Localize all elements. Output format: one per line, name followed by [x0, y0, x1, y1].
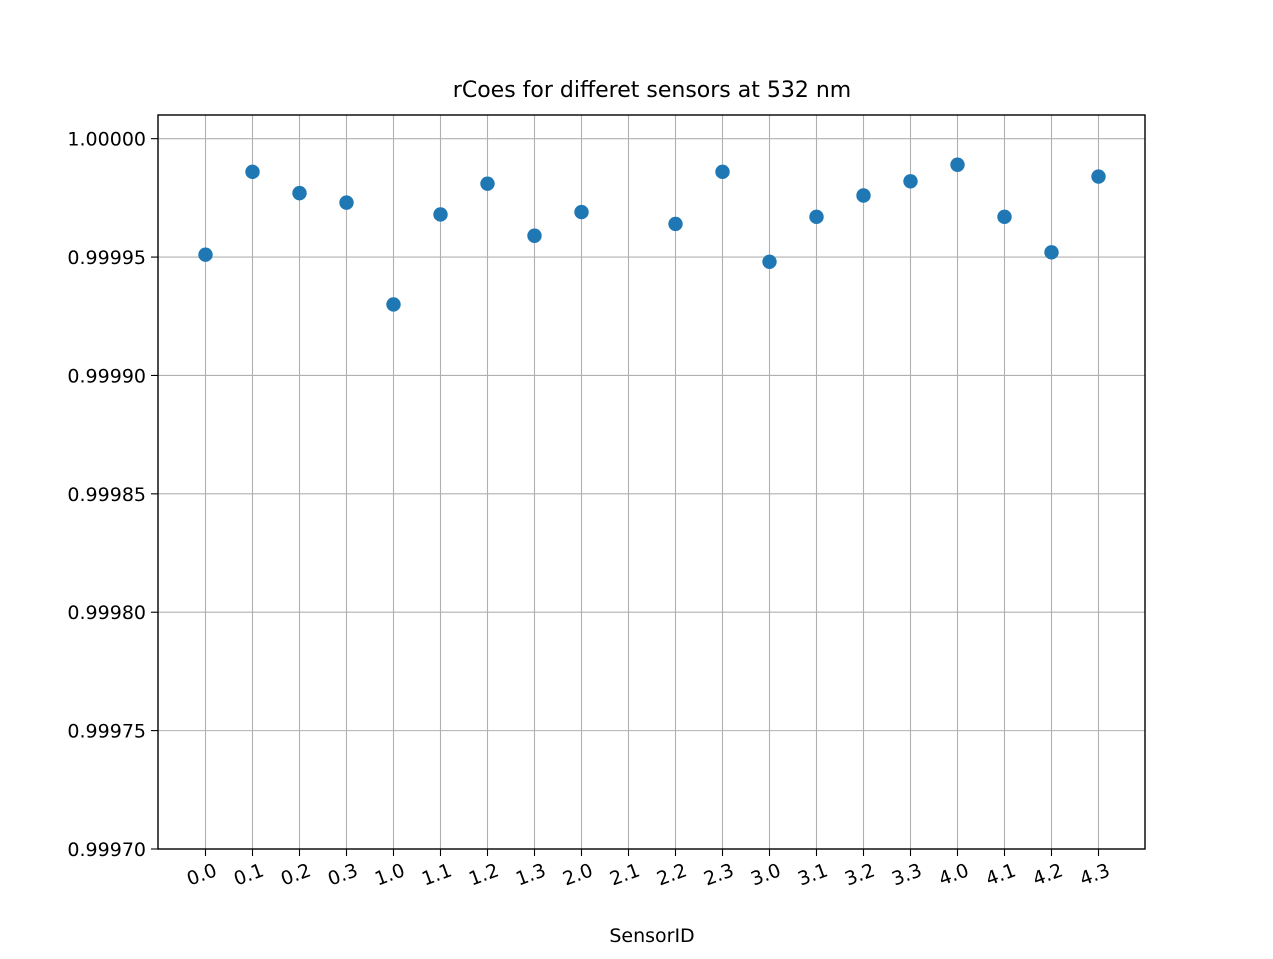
- x-tick-label: 1.2: [466, 859, 502, 890]
- data-point: [997, 209, 1012, 225]
- data-point: [339, 195, 354, 210]
- x-tick-label: 4.3: [1077, 859, 1113, 890]
- data-point: [292, 185, 307, 201]
- x-tick-label: 3.2: [842, 859, 878, 890]
- x-tick-label: 3.3: [889, 859, 925, 890]
- data-point: [527, 228, 542, 243]
- plot-area-frame: [157, 114, 1146, 850]
- data-point: [1091, 169, 1106, 184]
- y-tick-label: 0.99995: [67, 247, 146, 269]
- data-point: [950, 157, 965, 172]
- x-tick-label: 2.2: [654, 859, 690, 890]
- y-tick-label: 1.00000: [67, 129, 146, 151]
- y-axis-ticks: 0.99970 0.99975 0.99980 0.99985 0.99990 0.999…: [67, 129, 158, 861]
- x-axis-label: SensorID: [609, 925, 694, 947]
- data-point: [715, 164, 730, 180]
- x-tick-label: 1.3: [513, 859, 549, 890]
- x-tick-label: 4.1: [983, 859, 1019, 890]
- data-point: [386, 297, 401, 312]
- x-tick-label: 0.3: [325, 859, 361, 890]
- data-point: [480, 176, 495, 191]
- x-tick-label: 0.2: [278, 859, 314, 890]
- data-point: [198, 247, 213, 262]
- chart-title: rCoes for differet sensors at 532 nm: [453, 78, 851, 103]
- y-tick-label: 0.99985: [67, 484, 146, 506]
- grid-layer: [158, 115, 1145, 850]
- data-point: [574, 204, 589, 220]
- x-tick-label: 2.1: [607, 859, 643, 890]
- x-tick-label: 1.1: [419, 859, 455, 890]
- x-tick-label: 2.3: [701, 859, 737, 890]
- x-tick-label: 0.0: [184, 859, 220, 890]
- data-point: [903, 174, 918, 189]
- x-axis-ticks: 0.0 0.1 0.2 0.3 1.0 1.1 1.2 1.3 2.0 2.1 2.2 2.3 3.0 3…: [184, 849, 1113, 890]
- data-point: [668, 216, 683, 232]
- data-point: [856, 188, 871, 203]
- x-tick-label: 2.0: [560, 859, 596, 890]
- x-tick-label: 3.1: [795, 859, 831, 890]
- x-tick-label: 0.1: [231, 859, 267, 890]
- data-point: [1044, 245, 1059, 260]
- y-tick-label: 0.99970: [67, 839, 146, 861]
- data-point: [762, 254, 777, 269]
- y-tick-label: 0.99990: [67, 365, 146, 387]
- x-tick-label: 3.0: [748, 859, 784, 890]
- y-tick-label: 0.99980: [67, 602, 146, 624]
- x-tick-label: 4.2: [1030, 859, 1066, 890]
- data-point: [433, 207, 448, 222]
- data-points: [198, 157, 1106, 312]
- x-tick-label: 4.0: [936, 859, 972, 890]
- y-tick-label: 0.99975: [67, 721, 146, 743]
- x-tick-label: 1.0: [372, 859, 408, 890]
- data-point: [809, 209, 824, 225]
- data-point: [245, 164, 260, 180]
